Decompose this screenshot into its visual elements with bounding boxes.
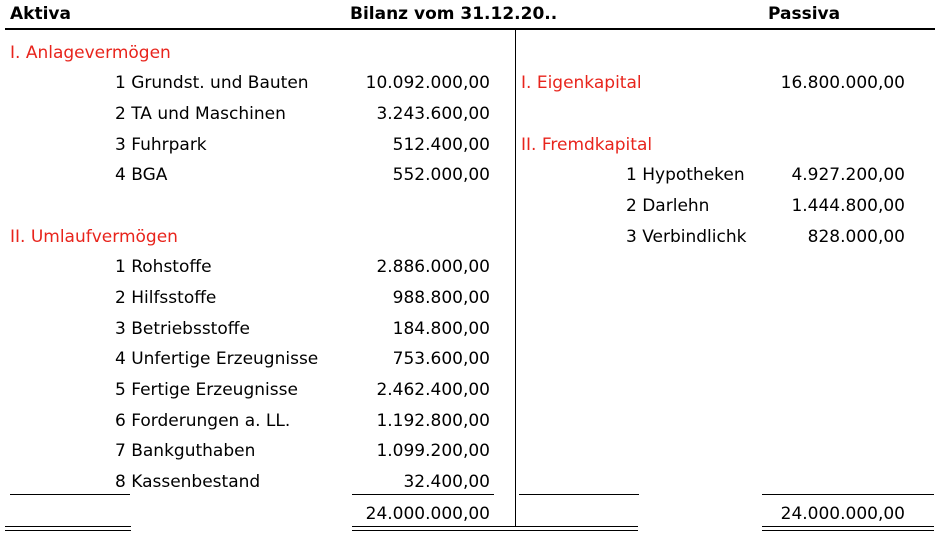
- aktiva-item-label: 1 Grundst. und Bauten: [115, 73, 309, 93]
- header-underline: [5, 28, 935, 30]
- aktiva-item-label: 4 BGA: [115, 165, 168, 185]
- aktiva-item-label: 4 Unfertige Erzeugnisse: [115, 349, 319, 369]
- aktiva-item-value: 1.099.200,00: [376, 441, 490, 461]
- aktiva-item-label: 5 Fertige Erzeugnisse: [115, 380, 298, 400]
- aktiva-item-label: 2 Hilfsstoffe: [115, 288, 217, 308]
- aktiva-item-value: 10.092.000,00: [365, 73, 490, 93]
- passiva-item-value: 1.444.800,00: [791, 196, 905, 216]
- passiva-item-label: 2 Darlehn: [626, 196, 710, 216]
- aktiva-double-rule: [5, 530, 131, 531]
- passiva-item-label: 1 Hypotheken: [626, 165, 745, 185]
- umlaufvermoegen-title: II. Umlaufvermögen: [10, 227, 178, 247]
- passiva-double-rule: [762, 530, 934, 531]
- passiva-subtotal-rule: [519, 494, 639, 495]
- passiva-item-value: 828.000,00: [807, 227, 905, 247]
- aktiva-item-label: 2 TA und Maschinen: [115, 104, 286, 124]
- eigenkapital-title: I. Eigenkapital: [521, 73, 642, 93]
- eigenkapital-value: 16.800.000,00: [780, 73, 905, 93]
- passiva-header: Passiva: [768, 4, 841, 24]
- aktiva-item-label: 1 Rohstoffe: [115, 257, 212, 277]
- fremdkapital-title: II. Fremdkapital: [521, 135, 653, 155]
- passiva-subtotal-rule: [762, 494, 934, 495]
- aktiva-item-value: 3.243.600,00: [376, 104, 490, 124]
- center-divider: [515, 30, 516, 526]
- aktiva-item-label: 8 Kassenbestand: [115, 472, 261, 492]
- aktiva-item-value: 1.192.800,00: [376, 411, 490, 431]
- passiva-total: 24.000.000,00: [780, 504, 905, 524]
- aktiva-item-value: 184.800,00: [392, 319, 490, 339]
- aktiva-item-label: 3 Betriebsstoffe: [115, 319, 250, 339]
- aktiva-double-rule: [352, 526, 638, 527]
- aktiva-subtotal-rule: [352, 494, 494, 495]
- aktiva-subtotal-rule: [10, 494, 130, 495]
- passiva-item-label: 3 Verbindlichk: [626, 227, 747, 247]
- aktiva-item-value: 512.400,00: [392, 135, 490, 155]
- aktiva-item-value: 32.400,00: [403, 472, 490, 492]
- aktiva-item-value: 2.462.400,00: [376, 380, 490, 400]
- passiva-item-value: 4.927.200,00: [791, 165, 905, 185]
- aktiva-double-rule: [352, 530, 638, 531]
- anlagevermoegen-title: I. Anlagevermögen: [10, 43, 171, 63]
- aktiva-item-label: 6 Forderungen a. LL.: [115, 411, 291, 431]
- aktiva-double-rule: [5, 526, 131, 527]
- aktiva-item-value: 988.800,00: [392, 288, 490, 308]
- passiva-double-rule: [762, 526, 934, 527]
- aktiva-item-value: 2.886.000,00: [376, 257, 490, 277]
- aktiva-item-value: 552.000,00: [392, 165, 490, 185]
- aktiva-item-value: 753.600,00: [392, 349, 490, 369]
- aktiva-total: 24.000.000,00: [365, 504, 490, 524]
- balance-title: Bilanz vom 31.12.20..: [350, 4, 558, 24]
- aktiva-item-label: 3 Fuhrpark: [115, 135, 207, 155]
- aktiva-header: Aktiva: [10, 4, 71, 24]
- aktiva-item-label: 7 Bankguthaben: [115, 441, 256, 461]
